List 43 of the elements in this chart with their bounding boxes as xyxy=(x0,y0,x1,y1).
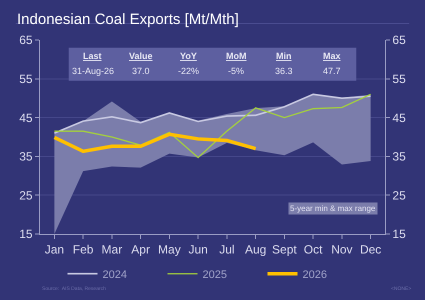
x-tick-label: Jun xyxy=(188,242,208,256)
y2-tick-label: 35 xyxy=(392,150,406,164)
y2-tick-label: 45 xyxy=(392,110,406,125)
annotation: Min xyxy=(276,51,292,61)
legend-label: 2024 xyxy=(102,269,127,282)
x-tick-label: Nov xyxy=(331,242,353,256)
annotation: -22% xyxy=(178,66,200,76)
y-tick-label: 45 xyxy=(19,110,33,125)
annotation: Max xyxy=(323,51,341,61)
annotation: -5% xyxy=(228,66,244,76)
line-series xyxy=(52,132,258,154)
chart-title: Indonesian Coal Exports [Mt/Mth] xyxy=(17,11,239,28)
x-tick-label: Oct xyxy=(304,242,324,256)
line-series xyxy=(54,94,372,158)
x-tick-label: May xyxy=(158,242,181,256)
annotation: YoY xyxy=(180,51,197,61)
x-tick-label: Apr xyxy=(131,242,150,256)
x-tick-label: Jan xyxy=(44,242,64,256)
y-tick-label: 65 xyxy=(19,33,33,48)
x-tick-label: Dec xyxy=(360,242,382,256)
y2-tick-label: 15 xyxy=(392,227,406,242)
legend-label: 2025 xyxy=(202,269,227,282)
annotation: Last xyxy=(83,51,102,61)
y-tick-label: 25 xyxy=(19,188,33,202)
x-tick-label: Mar xyxy=(102,242,122,256)
annotation: Value xyxy=(129,51,153,61)
x-tick-label: Feb xyxy=(72,242,94,256)
y-tick-label: 35 xyxy=(19,150,33,164)
x-tick-label: Aug xyxy=(244,242,266,256)
annotation: 47.7 xyxy=(323,66,341,76)
text: 5-year min & max range xyxy=(290,204,376,213)
legend-label: 2026 xyxy=(302,269,327,282)
x-tick-label: Sept xyxy=(272,242,298,256)
annotation: MoM xyxy=(226,51,246,61)
annotation: 36.3 xyxy=(275,66,293,76)
x-tick-label: Jul xyxy=(219,242,235,256)
y-tick-label: 55 xyxy=(19,72,33,86)
y2-tick-label: 55 xyxy=(392,72,406,86)
annotation: 37.0 xyxy=(132,66,150,76)
annotation: 31-Aug-26 xyxy=(72,66,114,76)
y-tick-label: 15 xyxy=(19,227,33,242)
y2-tick-label: 25 xyxy=(392,188,406,202)
y2-tick-label: 65 xyxy=(392,33,406,48)
